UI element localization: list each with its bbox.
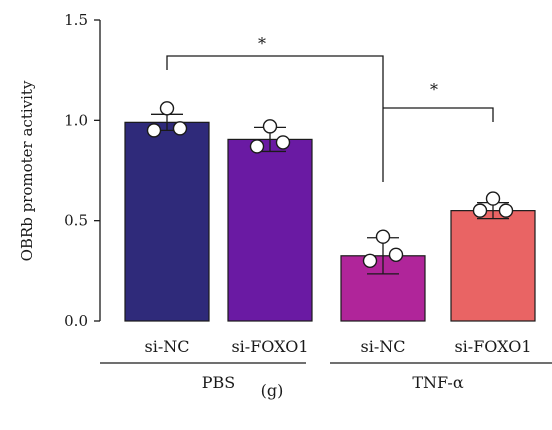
panel-label: (g): [261, 381, 284, 400]
data-point: [388, 247, 404, 262]
data-point: [159, 101, 175, 116]
significance-bracket: [166, 55, 384, 182]
x-axis-labels: si-NC si-FOXO1 si-NC si-FOXO1: [145, 337, 532, 356]
group-label: TNF-α: [412, 373, 463, 392]
data-point: [275, 135, 291, 150]
category-label: si-NC: [145, 337, 190, 356]
data-point: [172, 121, 188, 136]
y-axis-label: OBRb promoter activity: [18, 80, 36, 261]
significance-brackets: **: [166, 34, 494, 182]
data-point: [485, 191, 501, 206]
y-tick-label: 0.0: [64, 312, 88, 330]
category-label: si-FOXO1: [231, 337, 308, 356]
significance-label: *: [430, 80, 438, 99]
y-axis: 0.0 0.5 1.0 1.5: [64, 11, 101, 330]
significance-label: *: [258, 34, 266, 53]
group-labels: PBS TNF-α: [100, 362, 552, 392]
y-tick-label: 1.5: [64, 11, 88, 29]
data-point: [375, 229, 391, 244]
y-tick-label: 0.5: [64, 212, 88, 230]
category-label: si-FOXO1: [454, 337, 531, 356]
significance-bracket: [383, 107, 494, 122]
data-point: [498, 203, 514, 218]
category-label: si-NC: [361, 337, 406, 356]
data-point: [249, 139, 265, 154]
data-point: [262, 119, 278, 134]
data-points: [146, 101, 514, 268]
bar: [227, 138, 313, 322]
bar: [450, 210, 536, 322]
y-tick-label: 1.0: [64, 111, 88, 129]
group-label: PBS: [202, 373, 235, 392]
bars: [124, 121, 536, 322]
data-point: [362, 253, 378, 268]
bar: [124, 121, 210, 322]
data-point: [472, 203, 488, 218]
data-point: [146, 123, 162, 138]
